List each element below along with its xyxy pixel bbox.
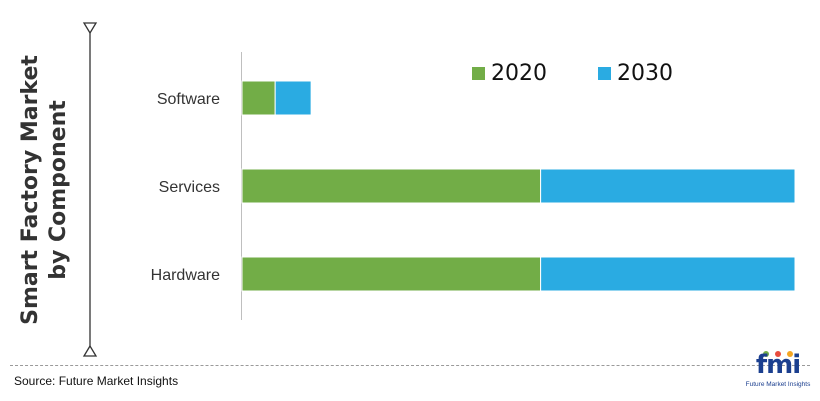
footer-divider bbox=[10, 365, 810, 366]
logo-wordmark: fmi bbox=[755, 350, 801, 380]
chart-title-line1: Smart Factory Market bbox=[18, 55, 43, 325]
chart-title-line2: by Component bbox=[46, 100, 71, 280]
bar-hardware-2020 bbox=[241, 256, 542, 292]
bracket-top-arrow bbox=[82, 22, 98, 35]
legend-swatch-2030 bbox=[598, 67, 611, 80]
source-text: Source: Future Market Insights bbox=[14, 374, 179, 388]
side-title: Smart Factory Market by Component bbox=[0, 40, 90, 340]
bracket-bottom-arrow bbox=[82, 344, 98, 357]
stacked-bar-chart: Software Services Hardware 2020 2030 bbox=[151, 52, 796, 320]
bar-services-2030 bbox=[540, 168, 796, 204]
logo-dots bbox=[763, 351, 793, 357]
bar-software-2020 bbox=[241, 80, 276, 116]
bar-services-2020 bbox=[241, 168, 542, 204]
chart-title: Smart Factory Market by Component bbox=[17, 55, 73, 325]
logo-tagline: Future Market Insights bbox=[745, 381, 811, 388]
category-label-software: Software bbox=[157, 91, 220, 108]
fmi-logo: fmi Future Market Insights bbox=[740, 349, 816, 393]
legend-label-2030: 2030 bbox=[617, 61, 673, 86]
category-label-services: Services bbox=[159, 179, 220, 196]
category-label-hardware: Hardware bbox=[151, 267, 220, 284]
axis-bracket bbox=[82, 22, 98, 357]
legend-swatch-2020 bbox=[472, 67, 485, 80]
bar-hardware-2030 bbox=[540, 256, 796, 292]
legend-label-2020: 2020 bbox=[491, 61, 547, 86]
bar-software-2030 bbox=[274, 80, 312, 116]
